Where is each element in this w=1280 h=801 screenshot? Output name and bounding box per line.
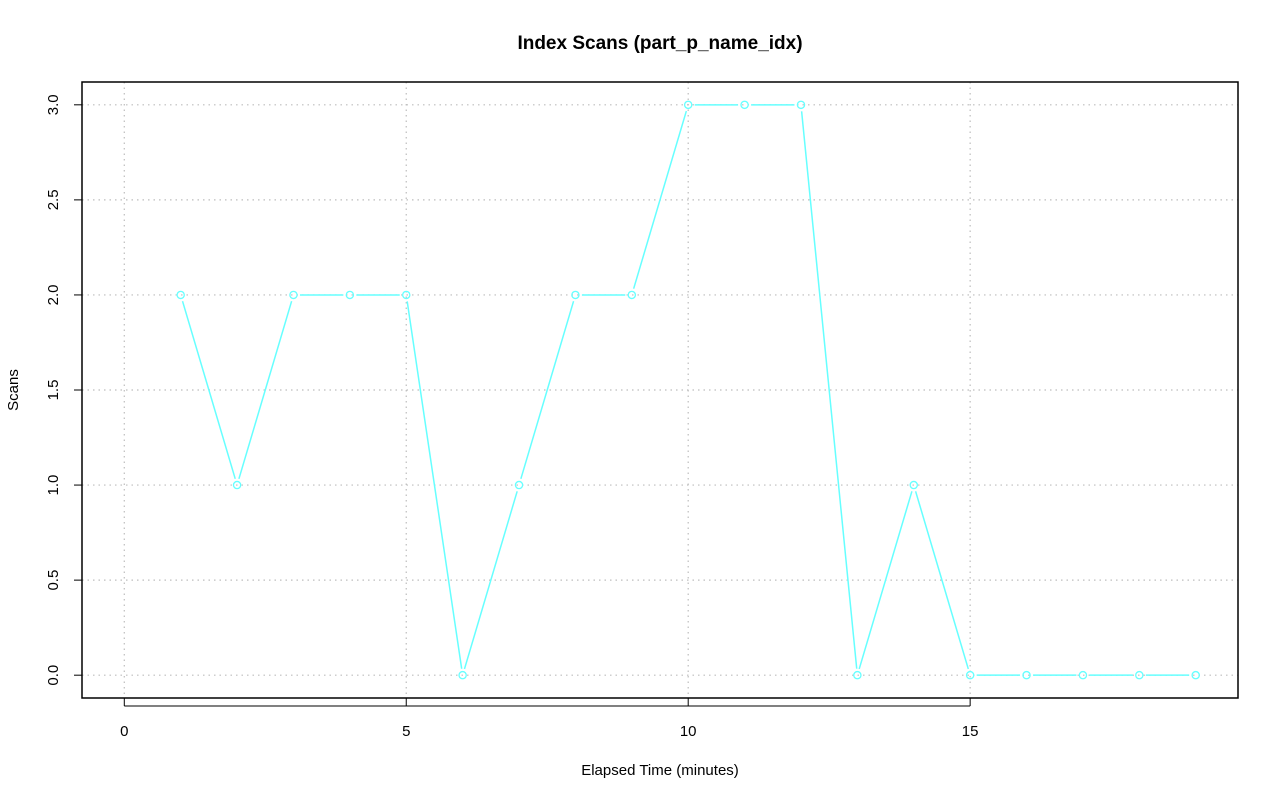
series-layer	[176, 100, 1200, 680]
y-axis: 0.0 0.5 1.0 1.5 2.0 2.5 3.0	[45, 94, 82, 686]
y-tick-label: 0.5	[45, 570, 62, 591]
data-point	[740, 100, 749, 110]
series-segment	[520, 300, 575, 480]
data-point	[458, 670, 467, 680]
x-tick-label: 0	[120, 723, 128, 740]
y-tick-label: 1.5	[45, 380, 62, 401]
data-point	[853, 670, 862, 680]
data-point	[1022, 670, 1031, 680]
series-segment	[632, 110, 688, 289]
chart-title: Index Scans (part_p_name_idx)	[517, 33, 802, 54]
x-axis: 0 5 10 15	[120, 698, 978, 740]
series-segment	[238, 300, 293, 480]
grid	[82, 82, 1238, 698]
y-tick-label: 3.0	[45, 94, 62, 115]
x-tick-label: 10	[680, 723, 697, 740]
data-point	[345, 290, 355, 300]
y-tick-label: 2.0	[45, 285, 62, 306]
series-segment	[181, 300, 236, 480]
data-point	[796, 100, 806, 110]
y-tick-label: 0.0	[45, 665, 62, 686]
data-point	[514, 480, 524, 490]
data-point	[909, 480, 919, 490]
data-point	[401, 290, 411, 300]
data-point	[289, 290, 298, 300]
series-segment	[463, 491, 518, 670]
data-point	[176, 290, 185, 300]
y-tick-label: 2.5	[45, 189, 62, 210]
data-point	[1191, 670, 1200, 680]
data-point	[1135, 670, 1144, 680]
x-tick-label: 5	[402, 723, 410, 740]
data-point	[1078, 670, 1088, 680]
series-segment	[406, 301, 463, 669]
data-point	[965, 670, 975, 680]
data-point	[627, 290, 637, 300]
data-point	[232, 480, 242, 490]
x-tick-label: 15	[962, 723, 979, 740]
series-segment	[858, 491, 913, 670]
x-axis-label: Elapsed Time (minutes)	[581, 762, 739, 779]
series-segment	[914, 491, 970, 670]
data-point	[571, 290, 580, 300]
data-point	[683, 100, 693, 110]
series-segment	[800, 111, 858, 669]
y-tick-label: 1.0	[45, 475, 62, 496]
y-axis-label: Scans	[5, 369, 22, 411]
